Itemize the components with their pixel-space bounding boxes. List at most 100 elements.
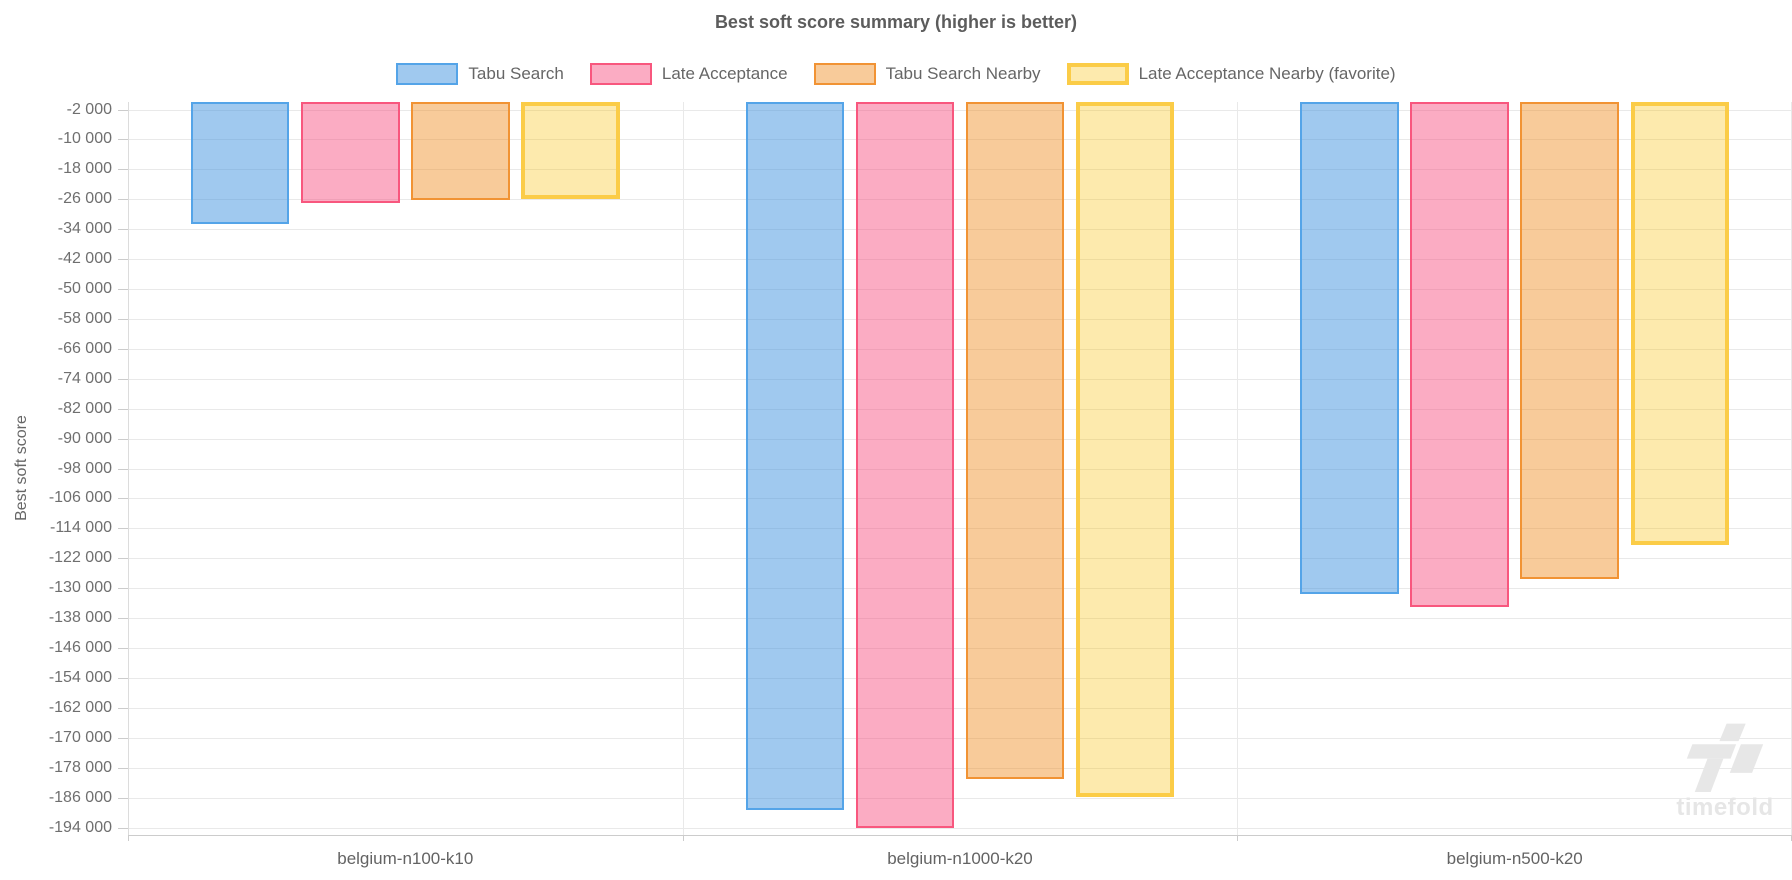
y-tick-mark	[118, 139, 128, 141]
y-tick-mark	[118, 737, 128, 739]
y-tick-mark	[118, 438, 128, 440]
y-tick-label: -10 000	[57, 130, 112, 148]
legend-item-late-acceptance-nearby-favorite[interactable]: Late Acceptance Nearby (favorite)	[1066, 63, 1396, 85]
y-tick-label: -26 000	[57, 190, 112, 208]
y-gridline-114-000	[128, 528, 1792, 530]
y-tick-label: -50 000	[57, 280, 112, 297]
y-gridline-26-000	[128, 199, 1792, 201]
y-tick-label: -162 000	[48, 698, 112, 716]
y-gridline-10-000	[128, 139, 1792, 141]
x-tick-mark	[1237, 835, 1239, 841]
y-gridline-18-000	[128, 169, 1792, 171]
category-label-belgium-n100-k10: belgium-n100-k10	[337, 849, 474, 868]
y-gridline-74-000	[128, 378, 1792, 380]
y-tick-mark	[118, 109, 128, 111]
y-tick-label: -114 000	[50, 519, 112, 537]
y-gridline-130-000	[128, 588, 1792, 590]
y-gridline-178-000	[128, 767, 1792, 769]
y-gridline-162-000	[128, 707, 1792, 709]
category-boundary-line	[682, 102, 684, 835]
y-tick-mark	[118, 408, 128, 410]
y-tick-label: -130 000	[48, 579, 112, 597]
y-tick-mark	[118, 318, 128, 320]
y-tick-mark	[118, 528, 128, 530]
y-tick-mark	[118, 588, 128, 590]
legend-swatch-tabu-search	[396, 63, 459, 85]
y-axis-title: Best soft score	[13, 415, 30, 521]
bar-late-acceptance-nearby-favorite-belgium-n1000-k20[interactable]	[1075, 102, 1175, 797]
y-gridline-2-000	[128, 109, 1792, 111]
y-tick-label: -58 000	[57, 309, 112, 327]
legend-swatch-late-acceptance	[589, 63, 652, 85]
legend-item-tabu-search-nearby[interactable]: Tabu Search Nearby	[813, 63, 1041, 85]
bar-tabu-search-belgium-n1000-k20[interactable]	[745, 102, 845, 810]
bar-tabu-search-belgium-n100-k10[interactable]	[190, 102, 290, 224]
y-tick-label: -138 000	[48, 609, 112, 627]
y-tick-mark	[118, 558, 128, 560]
y-tick-mark	[118, 348, 128, 350]
y-tick-label: -42 000	[57, 250, 112, 268]
category-label-belgium-n500-k20: belgium-n500-k20	[1446, 849, 1583, 868]
bar-tabu-search-nearby-belgium-n1000-k20[interactable]	[965, 102, 1065, 779]
x-tick-mark	[128, 835, 129, 841]
y-tick-label: -154 000	[48, 668, 112, 686]
y-tick-label: -194 000	[48, 818, 112, 836]
y-gridline-122-000	[128, 558, 1792, 560]
legend-item-late-acceptance[interactable]: Late Acceptance	[589, 63, 788, 85]
y-gridline-34-000	[128, 229, 1792, 231]
bar-late-acceptance-belgium-n1000-k20[interactable]	[855, 102, 955, 828]
bar-late-acceptance-belgium-n500-k20[interactable]	[1410, 102, 1509, 607]
y-tick-label: -74 000	[57, 369, 112, 387]
bar-late-acceptance-nearby-favorite-belgium-n100-k10[interactable]	[521, 102, 620, 199]
y-tick-mark	[118, 229, 128, 231]
y-tick-mark	[118, 827, 128, 829]
y-gridline-82-000	[128, 408, 1792, 410]
y-tick-label: -18 000	[57, 160, 112, 178]
y-gridline-154-000	[128, 677, 1792, 679]
legend-label: Tabu Search Nearby	[885, 64, 1041, 83]
y-tick-label: -34 000	[57, 220, 112, 238]
y-tick-mark	[118, 259, 128, 261]
y-tick-label: -178 000	[48, 758, 112, 776]
y-gridline-106-000	[128, 498, 1792, 500]
y-tick-label: -2 000	[66, 100, 112, 118]
x-tick-mark	[682, 835, 684, 841]
y-tick-mark	[118, 677, 128, 679]
y-tick-label: -82 000	[57, 399, 112, 417]
bar-tabu-search-nearby-belgium-n500-k20[interactable]	[1520, 102, 1620, 579]
bar-tabu-search-belgium-n500-k20[interactable]	[1300, 102, 1399, 594]
y-gridline-90-000	[128, 438, 1792, 440]
y-tick-mark	[118, 498, 128, 500]
y-tick-mark	[118, 289, 128, 290]
bar-tabu-search-nearby-belgium-n100-k10[interactable]	[411, 102, 510, 200]
y-tick-mark	[118, 648, 128, 649]
y-tick-mark	[118, 618, 128, 620]
bar-late-acceptance-belgium-n100-k10[interactable]	[300, 102, 400, 203]
y-tick-mark	[118, 378, 128, 380]
watermark-text: timefold	[1676, 794, 1774, 821]
y-tick-label: -170 000	[48, 728, 112, 746]
y-gridline-66-000	[128, 348, 1792, 350]
y-gridline-42-000	[128, 259, 1792, 261]
legend-label: Tabu Search	[468, 64, 564, 83]
y-tick-label: -98 000	[57, 459, 112, 477]
category-label-belgium-n1000-k20: belgium-n1000-k20	[887, 849, 1033, 868]
y-tick-mark	[118, 199, 128, 201]
y-gridline-58-000	[128, 318, 1792, 320]
legend-label: Late Acceptance Nearby (favorite)	[1138, 64, 1396, 83]
category-boundary-line	[1237, 102, 1239, 835]
y-gridline-138-000	[128, 618, 1792, 620]
chart-legend: Tabu Search Late Acceptance Tabu Search Ne…	[0, 63, 1792, 85]
y-tick-label: -122 000	[48, 549, 112, 567]
x-axis-line	[128, 835, 1792, 836]
y-tick-label: -66 000	[57, 339, 112, 357]
legend-item-tabu-search[interactable]: Tabu Search	[396, 63, 564, 85]
y-axis-line	[128, 102, 129, 835]
legend-swatch-late-acceptance-nearby-favorite	[1066, 63, 1129, 85]
bar-late-acceptance-nearby-favorite-belgium-n500-k20[interactable]	[1630, 102, 1730, 546]
y-tick-mark	[118, 169, 128, 171]
y-tick-label: -146 000	[48, 639, 112, 656]
y-gridline-194-000	[128, 827, 1792, 829]
